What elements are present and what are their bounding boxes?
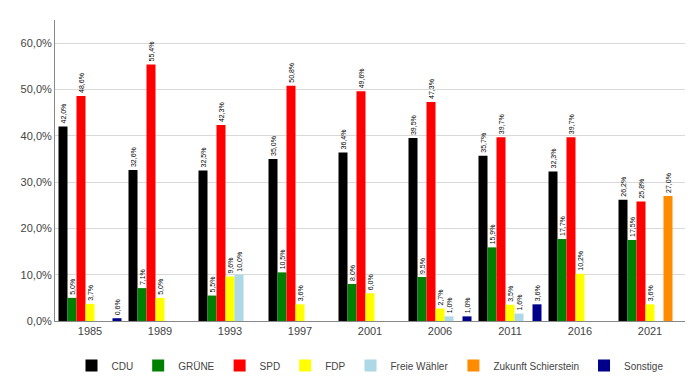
svg-text:FDP: FDP [325, 361, 345, 372]
svg-text:1,6%: 1,6% [516, 295, 523, 311]
svg-text:32,5%: 32,5% [200, 148, 207, 168]
svg-text:3,6%: 3,6% [647, 285, 654, 301]
svg-text:35,7%: 35,7% [480, 133, 487, 153]
svg-text:1985: 1985 [78, 325, 102, 337]
svg-text:5,0%: 5,0% [69, 279, 76, 295]
svg-text:17,5%: 17,5% [629, 217, 636, 237]
svg-text:15,9%: 15,9% [489, 225, 496, 245]
svg-text:1997: 1997 [288, 325, 312, 337]
svg-text:0,0%: 0,0% [27, 315, 52, 327]
svg-text:1,0%: 1,0% [464, 297, 471, 313]
svg-text:2,7%: 2,7% [437, 290, 444, 306]
svg-text:6,0%: 6,0% [367, 274, 374, 290]
svg-text:2011: 2011 [498, 325, 522, 337]
svg-text:2001: 2001 [358, 325, 382, 337]
svg-text:3,6%: 3,6% [297, 285, 304, 301]
svg-text:10,5%: 10,5% [279, 250, 286, 270]
svg-text:39,7%: 39,7% [498, 114, 505, 134]
svg-text:32,6%: 32,6% [130, 147, 137, 167]
svg-text:60,0%: 60,0% [21, 37, 52, 49]
svg-text:2006: 2006 [428, 325, 452, 337]
svg-text:27,0%: 27,0% [665, 173, 672, 193]
svg-text:17,7%: 17,7% [559, 216, 566, 236]
svg-text:40,0%: 40,0% [21, 130, 52, 142]
svg-text:3,5%: 3,5% [507, 286, 514, 302]
svg-text:25,8%: 25,8% [638, 179, 645, 199]
svg-text:GRÜNE: GRÜNE [178, 361, 214, 372]
svg-text:42,0%: 42,0% [60, 104, 67, 124]
svg-text:1,0%: 1,0% [446, 297, 453, 313]
svg-text:2021: 2021 [638, 325, 662, 337]
svg-text:CDU: CDU [112, 361, 134, 372]
svg-text:1989: 1989 [148, 325, 172, 337]
svg-text:3,6%: 3,6% [534, 285, 541, 301]
svg-text:0,6%: 0,6% [114, 299, 121, 315]
svg-text:10,0%: 10,0% [21, 269, 52, 281]
svg-text:42,3%: 42,3% [218, 102, 225, 122]
svg-text:10,0%: 10,0% [236, 252, 243, 272]
svg-text:9,6%: 9,6% [227, 258, 234, 274]
svg-text:2016: 2016 [568, 325, 592, 337]
svg-text:9,5%: 9,5% [419, 258, 426, 274]
svg-text:SPD: SPD [260, 361, 281, 372]
svg-text:35,0%: 35,0% [270, 136, 277, 156]
svg-text:26,2%: 26,2% [620, 177, 627, 197]
svg-text:7,1%: 7,1% [139, 269, 146, 285]
svg-text:39,5%: 39,5% [410, 115, 417, 135]
svg-text:Zukunft Schierstein: Zukunft Schierstein [493, 361, 579, 372]
svg-text:50,0%: 50,0% [21, 83, 52, 95]
svg-text:30,0%: 30,0% [21, 176, 52, 188]
svg-text:32,3%: 32,3% [550, 149, 557, 169]
svg-text:55,4%: 55,4% [148, 42, 155, 62]
svg-text:1993: 1993 [218, 325, 242, 337]
svg-text:47,3%: 47,3% [428, 79, 435, 99]
svg-text:49,6%: 49,6% [358, 68, 365, 88]
svg-text:5,0%: 5,0% [157, 279, 164, 295]
svg-text:Sonstige: Sonstige [624, 361, 663, 372]
svg-text:Freie Wähler: Freie Wähler [391, 361, 449, 372]
svg-text:3,7%: 3,7% [87, 285, 94, 301]
svg-text:48,6%: 48,6% [78, 73, 85, 93]
svg-text:10,2%: 10,2% [577, 251, 584, 271]
svg-text:36,4%: 36,4% [340, 130, 347, 150]
svg-text:50,8%: 50,8% [288, 63, 295, 83]
svg-text:5,5%: 5,5% [209, 277, 216, 293]
svg-text:8,0%: 8,0% [349, 265, 356, 281]
svg-text:39,7%: 39,7% [568, 114, 575, 134]
svg-text:20,0%: 20,0% [21, 222, 52, 234]
